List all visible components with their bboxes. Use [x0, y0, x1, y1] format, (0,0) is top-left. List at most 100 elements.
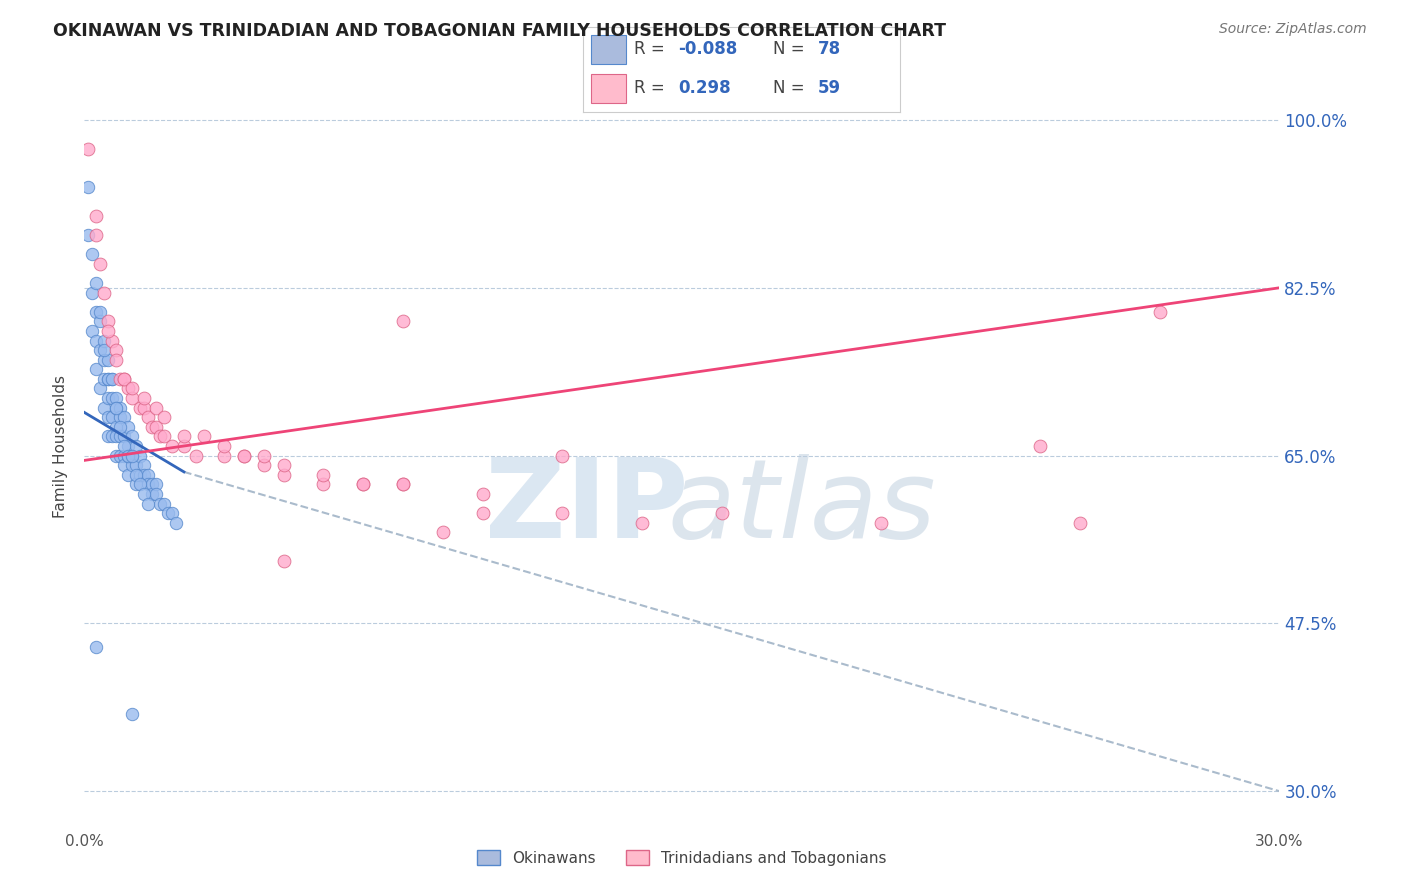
Point	[86, 227, 108, 242]
Point	[132, 458, 156, 473]
Point	[105, 343, 128, 357]
Point	[89, 314, 111, 328]
Point	[101, 372, 124, 386]
Point	[471, 487, 494, 501]
Point	[112, 410, 135, 425]
Text: R =: R =	[634, 40, 671, 58]
Point	[86, 334, 108, 348]
Point	[141, 477, 163, 491]
Point	[1029, 439, 1052, 453]
Text: -0.088: -0.088	[678, 40, 738, 58]
Point	[160, 506, 183, 520]
Point	[132, 467, 156, 482]
Point	[136, 467, 159, 482]
Point	[117, 449, 139, 463]
Point	[105, 401, 128, 415]
Point	[352, 477, 374, 491]
Point	[145, 419, 167, 434]
Point	[97, 429, 120, 443]
Point	[432, 525, 454, 540]
Point	[105, 419, 128, 434]
Text: 59: 59	[818, 78, 841, 96]
Point	[101, 429, 124, 443]
Point	[77, 227, 100, 242]
Point	[121, 391, 143, 405]
Point	[392, 314, 415, 328]
Point	[101, 391, 124, 405]
Text: 0.298: 0.298	[678, 78, 731, 96]
Point	[117, 419, 139, 434]
Point	[97, 391, 120, 405]
Point	[132, 391, 156, 405]
Point	[93, 372, 115, 386]
Point	[77, 142, 100, 156]
Point	[149, 429, 172, 443]
Point	[551, 449, 574, 463]
Point	[117, 439, 139, 453]
Point	[132, 401, 156, 415]
Point	[352, 477, 374, 491]
Point	[153, 429, 176, 443]
Point	[86, 209, 108, 223]
Point	[121, 429, 143, 443]
Legend: Okinawans, Trinidadians and Tobagonians: Okinawans, Trinidadians and Tobagonians	[471, 844, 893, 871]
Point	[110, 419, 132, 434]
Point	[93, 352, 115, 367]
Text: 78: 78	[818, 40, 841, 58]
Point	[86, 304, 108, 318]
Point	[101, 372, 124, 386]
Point	[125, 477, 148, 491]
Point	[112, 372, 135, 386]
Point	[110, 401, 132, 415]
Point	[160, 439, 183, 453]
Point	[193, 429, 215, 443]
Point	[273, 554, 295, 568]
Point	[1149, 304, 1171, 318]
Point	[82, 285, 104, 300]
Point	[121, 458, 143, 473]
Point	[112, 439, 135, 453]
Point	[112, 372, 135, 386]
Point	[173, 439, 195, 453]
Point	[165, 516, 187, 530]
Text: N =: N =	[773, 40, 810, 58]
Point	[121, 382, 143, 396]
Point	[110, 410, 132, 425]
Point	[89, 257, 111, 271]
Point	[129, 467, 152, 482]
Point	[125, 439, 148, 453]
Point	[117, 467, 139, 482]
Point	[153, 410, 176, 425]
Point	[232, 449, 254, 463]
Point	[129, 449, 152, 463]
Point	[145, 401, 167, 415]
Point	[82, 247, 104, 261]
Point	[184, 449, 207, 463]
Point	[273, 467, 295, 482]
Point	[710, 506, 733, 520]
Point	[101, 334, 124, 348]
Point	[97, 352, 120, 367]
Point	[471, 506, 494, 520]
Point	[253, 458, 276, 473]
Point	[110, 429, 132, 443]
Point	[97, 324, 120, 338]
FancyBboxPatch shape	[592, 74, 626, 103]
Text: N =: N =	[773, 78, 810, 96]
Point	[112, 458, 135, 473]
Point	[157, 506, 180, 520]
Text: atlas: atlas	[666, 454, 936, 561]
Point	[89, 382, 111, 396]
Point	[97, 314, 120, 328]
Point	[82, 324, 104, 338]
Point	[129, 477, 152, 491]
Point	[212, 449, 235, 463]
Point	[86, 362, 108, 376]
Point	[273, 458, 295, 473]
Point	[1069, 516, 1091, 530]
Point	[136, 477, 159, 491]
Point	[312, 467, 335, 482]
Text: R =: R =	[634, 78, 671, 96]
Point	[93, 285, 115, 300]
Point	[312, 477, 335, 491]
